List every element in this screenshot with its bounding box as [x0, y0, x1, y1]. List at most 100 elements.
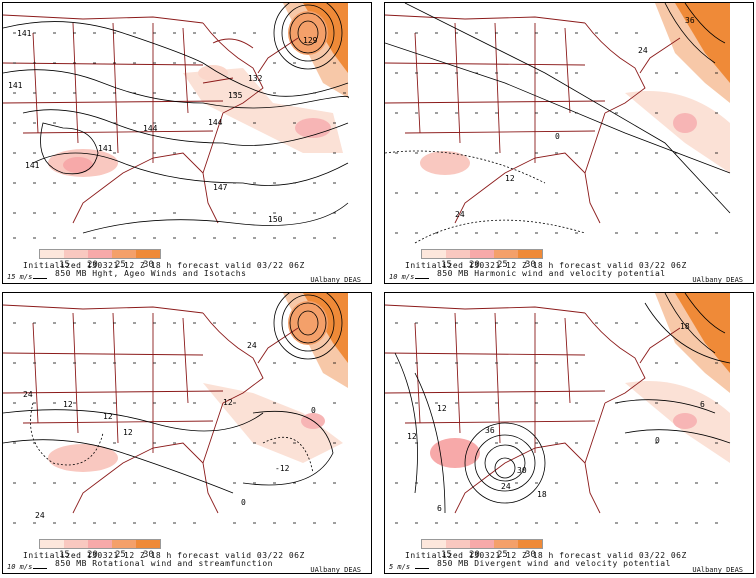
colorbar-swatch	[112, 250, 136, 258]
colorbar-swatch	[518, 250, 542, 258]
map-area: 18 12 12 36 30 24 18 6 6 0	[385, 293, 753, 537]
contour-label: 129	[303, 36, 318, 45]
colorbar-swatch	[494, 250, 518, 258]
colorbar-label: 20	[469, 550, 480, 560]
colorbar-swatch	[422, 540, 446, 548]
init-line: Initialized 130321 12 Z 18 h forecast va…	[405, 551, 687, 560]
colorbar-swatch	[446, 540, 470, 548]
colorbar	[39, 249, 161, 259]
colorbar-label: 25	[497, 550, 508, 560]
colorbar-label: 15	[59, 550, 70, 560]
contour-label: 0	[311, 406, 316, 415]
colorbar-swatch	[470, 250, 494, 258]
colorbar-swatch	[112, 540, 136, 548]
colorbar-swatch	[470, 540, 494, 548]
contour-label: 144	[208, 118, 223, 127]
colorbar-swatch	[136, 540, 160, 548]
reference-vector-label: 5 m/s	[389, 563, 411, 571]
contour-label: 12	[407, 432, 417, 441]
panel-title: 850 MB Harmonic wind and velocity potent…	[437, 269, 666, 278]
contour-label: 144	[143, 124, 158, 133]
colorbar-label: 30	[525, 550, 536, 560]
panel-title: 850 MB Divergent wind and velocity poten…	[437, 559, 671, 568]
contour-label: 18	[537, 490, 547, 499]
init-line: Initialized 130321 12 Z 18 h forecast va…	[23, 261, 305, 270]
contour-label: 150	[268, 215, 283, 224]
colorbar-swatch	[422, 250, 446, 258]
contour-label: 6	[437, 504, 442, 513]
contour-label: 24	[638, 46, 648, 55]
reference-arrow-icon	[33, 568, 47, 569]
colorbar-swatch	[494, 540, 518, 548]
colorbar-label: 20	[469, 260, 480, 270]
colorbar-swatch	[136, 250, 160, 258]
contour-label: 12	[437, 404, 447, 413]
credit: UAlbany DEAS	[692, 566, 743, 574]
colorbar-label: 30	[143, 260, 154, 270]
contour-label: 30	[517, 466, 527, 475]
credit: UAlbany DEAS	[692, 276, 743, 284]
colorbar-label: 25	[497, 260, 508, 270]
panel-hght-ageo: 141 141 141 129 132 135 144 144 141 147 …	[2, 2, 372, 284]
init-line: Initialized 130321 12 Z 18 h forecast va…	[23, 551, 305, 560]
colorbar-swatch	[446, 250, 470, 258]
contour-label: 12	[123, 428, 133, 437]
contour-label: 135	[228, 91, 243, 100]
contour-label: 24	[501, 482, 511, 491]
contour-label: 12	[505, 174, 515, 183]
colorbar-swatch	[40, 250, 64, 258]
reference-arrow-icon	[415, 278, 429, 279]
contour-label: 24	[247, 341, 257, 350]
contour-label: 0	[655, 436, 660, 445]
map-area: 141 141 141 129 132 135 144 144 141 147 …	[3, 3, 371, 247]
contour-label: 18	[680, 322, 690, 331]
colorbar-swatch	[518, 540, 542, 548]
colorbar	[39, 539, 161, 549]
colorbar-label: 25	[115, 550, 126, 560]
colorbar	[421, 249, 543, 259]
colorbar-swatch	[88, 250, 112, 258]
colorbar	[421, 539, 543, 549]
map-area: 36 24 0 12 24	[385, 3, 753, 247]
colorbar-swatch	[88, 540, 112, 548]
colorbar-label: 15	[441, 260, 452, 270]
colorbar-label: 30	[525, 260, 536, 270]
contour-label: 24	[35, 511, 45, 520]
contour-label: 132	[248, 74, 263, 83]
colorbar-label: 20	[87, 550, 98, 560]
contour-label: 24	[455, 210, 465, 219]
contour-label: 6	[700, 400, 705, 409]
init-line: Initialized 130321 12 Z 18 h forecast va…	[405, 261, 687, 270]
reference-vector-label: 10 m/s	[7, 563, 33, 571]
reference-arrow-icon	[415, 568, 429, 569]
contour-label: 12	[103, 412, 113, 421]
contour-label: 12	[223, 398, 233, 407]
colorbar-label: 30	[143, 550, 154, 560]
colorbar-swatch	[40, 540, 64, 548]
reference-vector-label: 15 m/s	[7, 273, 33, 281]
panel-divergent: 18 12 12 36 30 24 18 6 6 0 15 20 25 30 I…	[384, 292, 754, 574]
contour-label: 147	[213, 183, 228, 192]
contour-label: 141	[25, 161, 40, 170]
reference-vector-label: 10 m/s	[389, 273, 415, 281]
colorbar-swatch	[64, 540, 88, 548]
contour-label: 24	[23, 390, 33, 399]
contour-label: 141	[98, 144, 113, 153]
colorbar-label: 15	[59, 260, 70, 270]
colorbar-label: 15	[441, 550, 452, 560]
credit: UAlbany DEAS	[310, 276, 361, 284]
contour-label: 12	[63, 400, 73, 409]
contour-label: 36	[685, 16, 695, 25]
panel-title: 850 MB Rotational wind and streamfunctio…	[55, 559, 273, 568]
contour-label: 0	[555, 132, 560, 141]
colorbar-swatch	[64, 250, 88, 258]
panel-rotational: 24 24 12 12 12 0 -12 24 0 12 15 20 25 30…	[2, 292, 372, 574]
contour-label: -12	[275, 464, 290, 473]
contour-label: 0	[241, 498, 246, 507]
panel-title: 850 MB Hght, Ageo Winds and Isotachs	[55, 269, 247, 278]
colorbar-label: 20	[87, 260, 98, 270]
map-area: 24 24 12 12 12 0 -12 24 0 12	[3, 293, 371, 537]
contour-label: 36	[485, 426, 495, 435]
contour-label: 141	[8, 81, 23, 90]
panel-harmonic: 36 24 0 12 24 15 20 25 30 Initialized 13…	[384, 2, 754, 284]
